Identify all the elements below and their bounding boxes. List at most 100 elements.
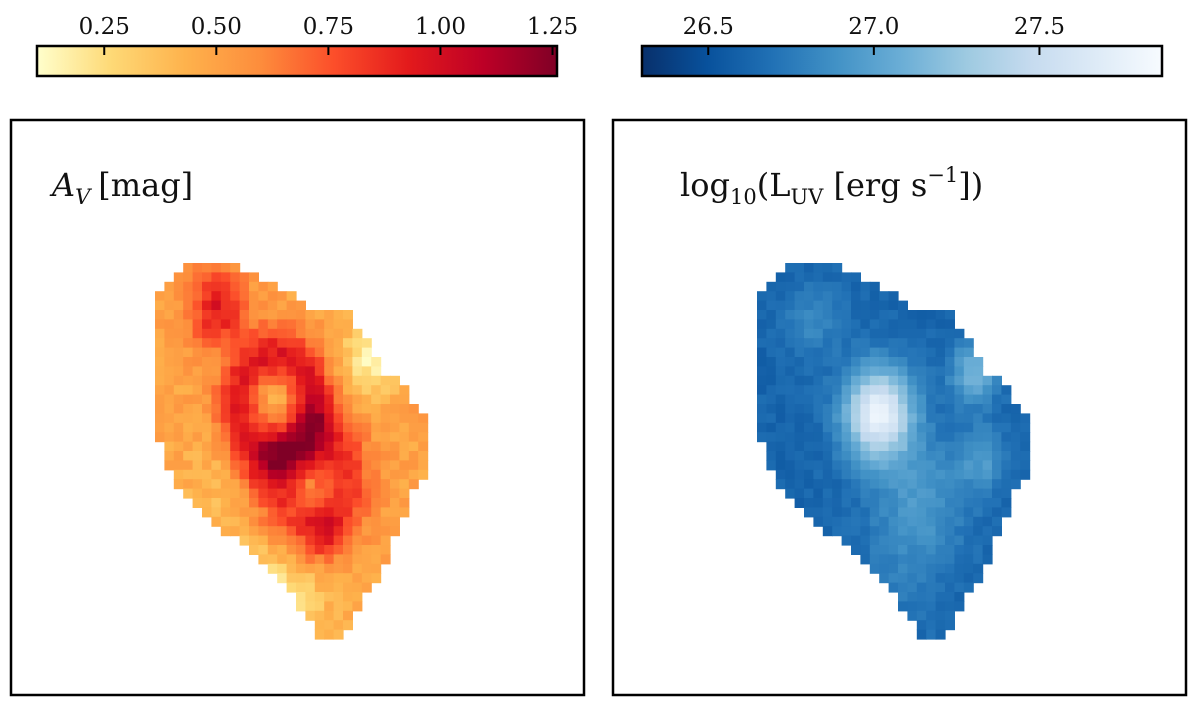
map-pixel [324,535,335,546]
map-pixel [851,366,861,377]
map-pixel [399,394,410,405]
map-pixel [418,413,429,424]
map-pixel [916,554,927,565]
map-pixel [926,413,937,424]
map-pixel [954,516,965,527]
map-pixel [164,413,175,424]
map-pixel [239,432,250,443]
map-pixel [869,404,880,414]
map-pixel [860,375,871,386]
map-pixel [879,347,890,358]
map-pixel [860,413,871,424]
map-pixel [202,300,212,311]
map-pixel [333,516,344,527]
map-pixel [371,460,382,471]
map-pixel [766,441,777,452]
map-pixel [192,498,203,508]
map-pixel [766,366,777,377]
map-pixel [879,545,890,555]
map-pixel [1010,413,1021,424]
map-pixel [390,413,400,424]
map-pixel [907,554,918,565]
map-pixel [907,357,918,367]
map-pixel [822,507,833,518]
map-pixel [343,535,353,546]
map-pixel [361,366,372,377]
map-pixel [314,404,325,414]
map-pixel [804,394,814,405]
map-pixel [239,498,250,508]
map-pixel [963,441,974,452]
map-pixel [888,545,899,555]
map-pixel [926,620,937,631]
map-pixel [898,357,908,367]
map-pixel [916,582,927,593]
map-pixel [963,554,974,565]
map-pixel [314,479,325,490]
map-pixel [305,488,316,499]
map-pixel [804,366,814,377]
map-pixel [860,432,871,443]
map-pixel [267,413,278,424]
map-pixel [851,404,861,414]
map-pixel [907,394,918,405]
map-pixel [926,582,937,593]
map-pixel [898,319,908,330]
map-pixel [982,422,993,433]
map-pixel [211,385,222,396]
map-pixel [822,460,833,471]
map-pixel [258,319,269,330]
map-pixel [314,526,325,537]
map-pixel [324,563,335,574]
map-pixel [785,432,796,443]
map-pixel [916,404,927,414]
map-pixel [973,498,984,508]
map-pixel [305,460,316,471]
map-pixel [183,441,194,452]
map-pixel [945,319,955,330]
map-pixel [794,319,805,330]
map-pixel [361,545,372,555]
map-pixel [822,291,833,302]
map-pixel [343,328,353,339]
map-pixel [822,413,833,424]
map-pixel [1001,385,1012,396]
map-pixel [794,498,805,508]
map-pixel [352,479,363,490]
map-pixel [211,328,222,339]
map-pixel [173,404,184,414]
map-pixel [916,422,927,433]
map-pixel [202,263,212,273]
map-pixel [352,573,363,584]
map-pixel [249,404,259,414]
map-pixel [202,281,212,292]
map-pixel [945,507,955,518]
map-pixel [192,488,203,499]
map-pixel [954,526,965,537]
map-pixel [418,451,429,461]
map-pixel [813,394,824,405]
map-pixel [267,394,278,405]
map-pixel [277,422,288,433]
map-pixel [390,385,400,396]
map-pixel [314,535,325,546]
map-pixel [973,413,984,424]
map-pixel [277,479,288,490]
map-pixel [794,375,805,386]
map-pixel [813,272,824,283]
map-pixel [963,413,974,424]
map-pixel [775,319,786,330]
map-pixel [267,328,278,339]
map-pixel [408,451,419,461]
luv-colorbar-ticks: 26.5 27.0 27.5 [683,14,1065,55]
map-pixel [851,272,861,283]
map-pixel [879,516,890,527]
map-pixel [898,460,908,471]
map-pixel [305,498,316,508]
map-pixel [860,404,871,414]
map-pixel [258,328,269,339]
map-pixel [239,422,250,433]
map-pixel [343,366,353,377]
map-pixel [352,516,363,527]
map-pixel [324,601,335,612]
